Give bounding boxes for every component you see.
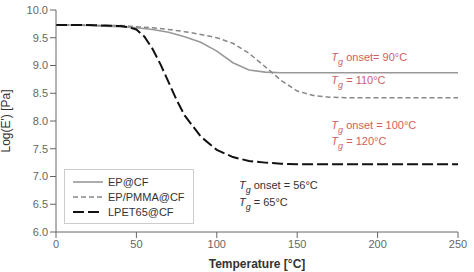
html-text:Tg= 65°C: Tg= 65°C [238,196,288,212]
svg-text:9.5: 9.5 [33,32,48,44]
html-text:Tg= 110°C: Tg= 110°C [331,74,386,90]
html-text:LPET65@CF: LPET65@CF [108,205,174,218]
svg-text:100: 100 [208,238,226,250]
html-text:Tgonset = 100°C: Tgonset = 100°C [331,119,417,135]
svg-text:200: 200 [368,238,386,250]
html-text:Tgonset = 56°C: Tgonset = 56°C [238,179,318,195]
svg-text:0: 0 [53,238,59,250]
svg-text:10.0: 10.0 [27,4,48,16]
html-text:EP/PMMA@CF: EP/PMMA@CF [108,190,185,203]
svg-text:Log(E') [Pa]: Log(E') [Pa] [8,90,13,153]
svg-text:250: 250 [449,238,466,250]
svg-text:9.0: 9.0 [33,59,48,71]
svg-text:6.0: 6.0 [33,226,48,238]
svg-text:150: 150 [288,238,306,250]
svg-text:6.5: 6.5 [33,198,48,210]
svg-text:Temperature [°C]: Temperature [°C] [209,257,306,271]
svg-text:7.0: 7.0 [33,170,48,182]
html-text:Tgonset= 90°C: Tgonset= 90°C [331,51,408,67]
svg-text:8.5: 8.5 [33,87,48,99]
html-text:EP@CF: EP@CF [108,175,149,188]
html-text:Tg= 120°C: Tg= 120°C [331,135,387,151]
svg-text:50: 50 [130,238,142,250]
svg-text:8.0: 8.0 [33,115,48,127]
svg-text:7.5: 7.5 [33,143,48,155]
